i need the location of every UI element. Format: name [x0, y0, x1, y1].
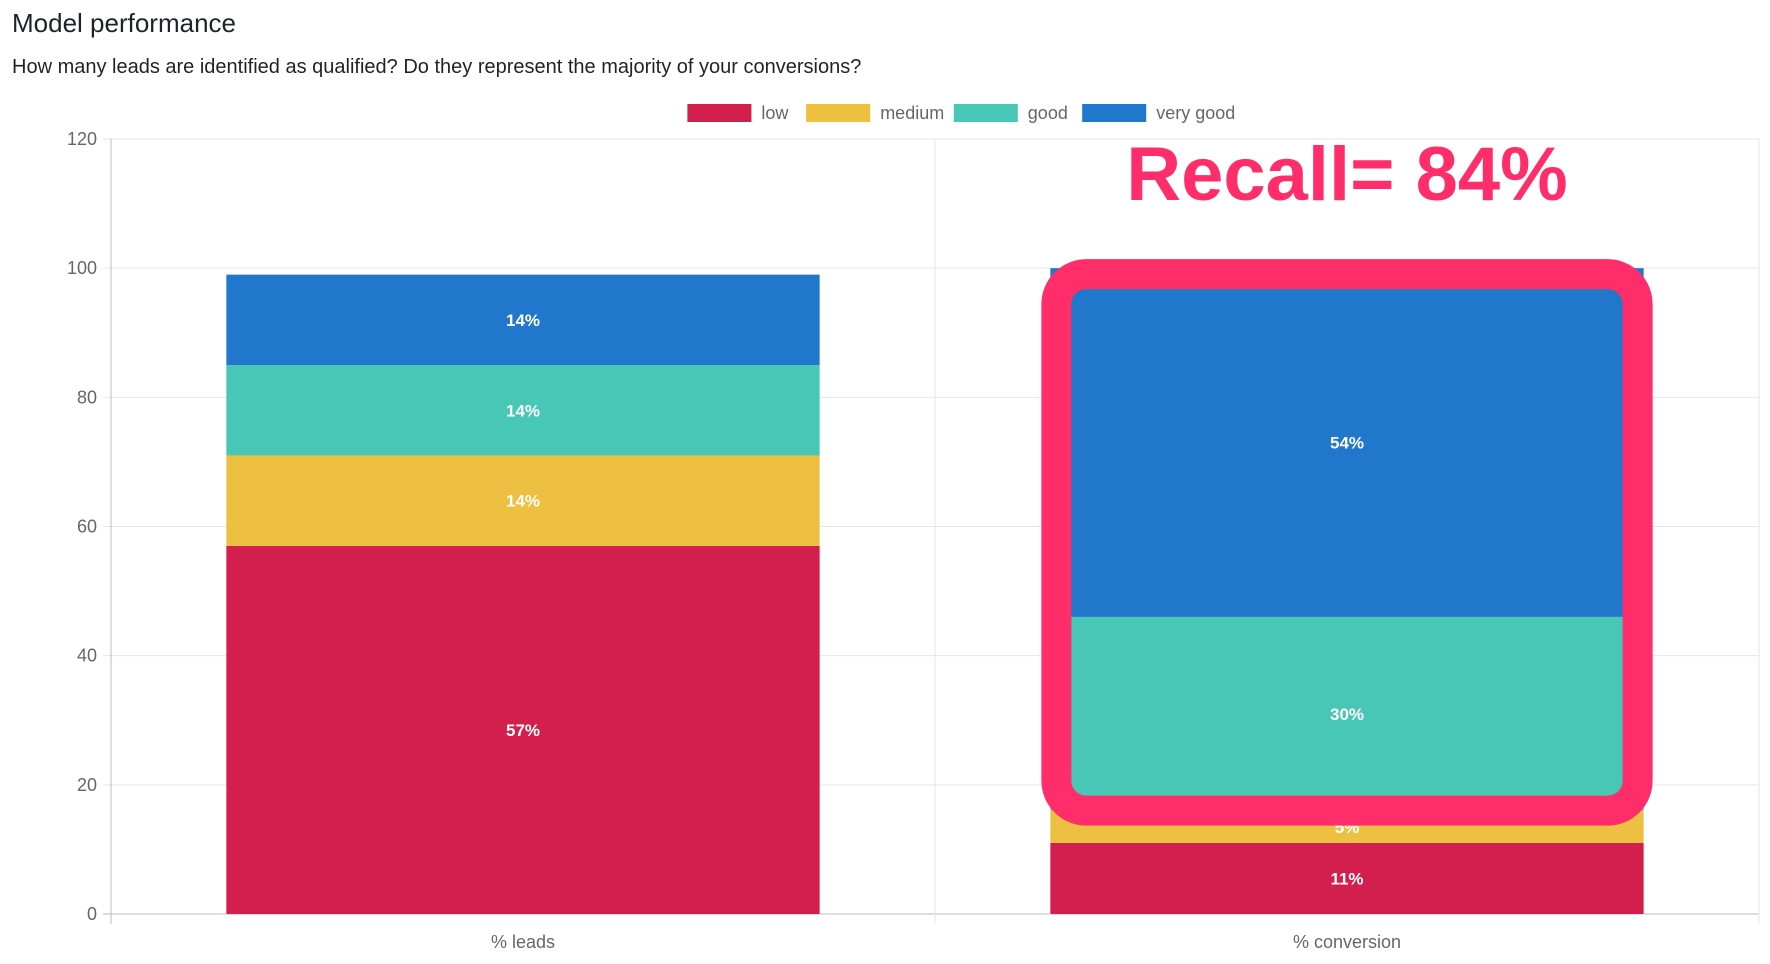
bar-segment: [226, 274, 820, 366]
legend-label: good: [1028, 103, 1068, 123]
recall-annotation: Recall= 84%Recall= 84%: [1041, 127, 1653, 826]
y-tick-label: 60: [77, 517, 97, 537]
data-label: 11%: [1330, 869, 1363, 888]
highlight-frame: [1041, 259, 1653, 826]
x-tick-label: % conversion: [1293, 932, 1401, 952]
recall-text-halo: Recall= 84%: [1126, 132, 1568, 217]
legend-label: medium: [880, 103, 944, 123]
legend: low medium good very good: [687, 103, 1235, 123]
bar-segment: [1050, 616, 1644, 811]
bars: [226, 268, 1644, 914]
x-tick-label: % leads: [491, 932, 555, 952]
data-label: 14%: [506, 492, 540, 511]
recall-text: Recall= 84%: [1126, 132, 1568, 217]
bar-segment: [226, 365, 820, 456]
bar-segment: [1050, 268, 1644, 617]
data-label: 14%: [506, 311, 540, 330]
y-tick-label: 100: [67, 258, 97, 278]
y-tick-label: 20: [77, 775, 97, 795]
legend-swatch: [953, 104, 1018, 122]
data-label: 30%: [1330, 705, 1364, 724]
y-tick-label: 80: [77, 387, 97, 407]
data-label: 14%: [506, 401, 540, 420]
legend-label: low: [761, 103, 789, 123]
chart-title: Model performance: [12, 8, 236, 38]
chart-subtitle: How many leads are identified as qualifi…: [12, 56, 862, 78]
legend-label: very good: [1156, 103, 1235, 123]
bar-segment: [1050, 842, 1644, 914]
legend-swatch: [687, 104, 752, 122]
y-tick-label: 40: [77, 646, 97, 666]
y-tick-label: 0: [87, 904, 97, 924]
legend-swatch: [806, 104, 871, 122]
bar-segment: [226, 455, 820, 546]
axes: 0 20 40 60 80 100 120 % leads % conversion: [67, 129, 1401, 952]
y-tick-label: 120: [67, 129, 97, 149]
legend-swatch: [1082, 104, 1147, 122]
data-label: 54%: [1330, 434, 1364, 453]
data-label: 57%: [506, 721, 540, 740]
bar-segment: [226, 545, 820, 914]
